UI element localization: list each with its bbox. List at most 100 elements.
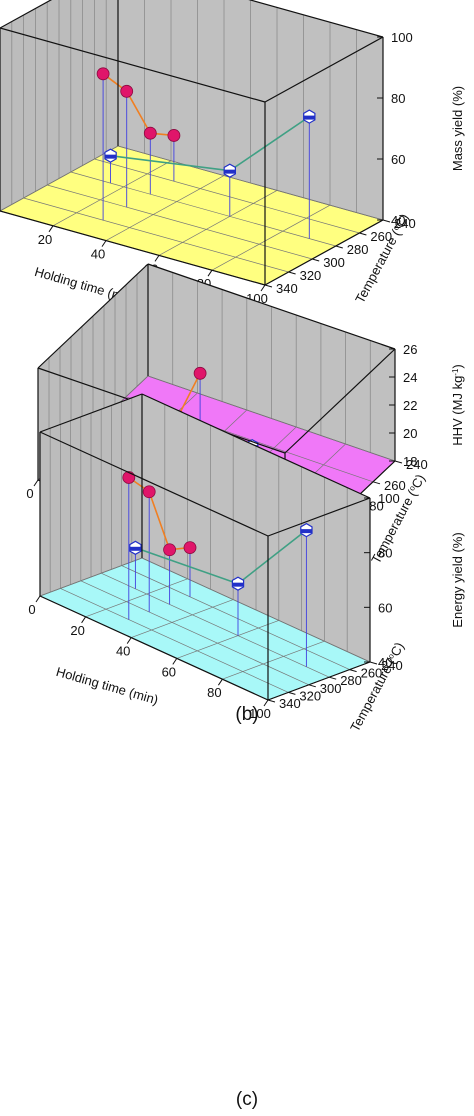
data-point-hexagon-band bbox=[129, 546, 142, 551]
z-axis-label: Mass yield (%) bbox=[450, 86, 465, 171]
x-tick-mark bbox=[101, 240, 107, 247]
x-tick-mark bbox=[207, 269, 213, 277]
y-axis-label-unit: C) bbox=[408, 472, 428, 491]
floor-gridline-x bbox=[131, 599, 234, 638]
panel-label: (c) bbox=[236, 1089, 258, 1110]
frame-edge bbox=[0, 0, 53, 29]
z-axis-label: Energy yield (%) bbox=[450, 532, 465, 627]
y-tick-label: 340 bbox=[276, 281, 298, 296]
z-axis-label-text: HHV (MJ kg bbox=[450, 376, 465, 446]
z-tick-label: 100 bbox=[391, 30, 413, 45]
x-tick-mark bbox=[154, 255, 160, 262]
panel-label: (b) bbox=[235, 704, 258, 725]
x-axis-label: Holding time (min) bbox=[54, 664, 160, 707]
x-tick-mark bbox=[81, 616, 87, 624]
y-tick-mark bbox=[382, 219, 391, 223]
floor-gridline-y bbox=[80, 580, 309, 686]
data-point-circle bbox=[163, 543, 177, 557]
data-point-hexagon-band bbox=[300, 529, 313, 534]
y-axis-label-unit: C) bbox=[392, 211, 412, 230]
frame-edge bbox=[284, 348, 396, 454]
floor-gridline-y bbox=[141, 557, 371, 663]
x-tick-mark bbox=[33, 479, 39, 487]
y-tick-label: 320 bbox=[300, 268, 322, 283]
floor-gridline-x bbox=[158, 190, 278, 256]
frame-edge bbox=[264, 219, 384, 286]
z-tick-label: 100 bbox=[378, 491, 400, 506]
y-tick-label: 260 bbox=[370, 229, 392, 244]
floor-gridline-x bbox=[176, 620, 279, 659]
frame-edge bbox=[267, 661, 371, 701]
x-tick-mark bbox=[260, 284, 266, 292]
frame-edge bbox=[147, 263, 396, 350]
y-axis-label-superscript: o bbox=[386, 651, 396, 660]
frame-edge bbox=[248, 0, 384, 38]
y-tick-mark bbox=[329, 676, 337, 680]
floor-gridline-x bbox=[105, 175, 225, 241]
floor-gridline-y bbox=[101, 572, 330, 678]
x-tick-label: 60 bbox=[162, 664, 176, 679]
z-axis-label-superscript: -1 bbox=[451, 368, 460, 376]
y-tick-label: 300 bbox=[320, 681, 342, 696]
chart-panel-3: 020406080100240260280300320340406080100H… bbox=[28, 393, 465, 1110]
y-tick-mark bbox=[372, 481, 381, 485]
z-tick-label: 80 bbox=[391, 91, 405, 106]
data-point-circle bbox=[183, 541, 197, 554]
floor-gridline-x bbox=[85, 578, 188, 618]
z-tick-label: 60 bbox=[391, 152, 405, 167]
frame-edge bbox=[0, 210, 266, 286]
z-axis-label: HHV (MJ kg-1) bbox=[450, 364, 465, 446]
y-tick-label: 280 bbox=[347, 242, 369, 257]
y-tick-mark bbox=[288, 271, 296, 275]
x-tick-mark bbox=[217, 678, 223, 686]
data-point-circle bbox=[193, 366, 207, 380]
x-tick-label: 40 bbox=[116, 644, 130, 659]
y-tick-label: 240 bbox=[406, 457, 428, 472]
data-point-circle bbox=[122, 471, 136, 484]
y-tick-label: 260 bbox=[384, 478, 406, 493]
floor-gridline-x bbox=[0, 145, 119, 212]
z-tick-label: 40 bbox=[391, 213, 405, 228]
data-point-circle bbox=[142, 485, 156, 499]
floor-gridline-x bbox=[222, 640, 325, 680]
z-tick-label: 22 bbox=[403, 398, 417, 413]
y-tick-label: 240 bbox=[394, 216, 416, 231]
y-tick-label: 320 bbox=[299, 688, 321, 703]
floor-gridline-y bbox=[147, 375, 396, 462]
frame-edge bbox=[267, 497, 371, 537]
x-tick-mark bbox=[263, 699, 269, 707]
x-tick-label: 0 bbox=[28, 602, 35, 617]
z-tick-label: 26 bbox=[403, 342, 417, 357]
floor-gridline-y bbox=[60, 588, 289, 693]
floor-gridline-x bbox=[39, 557, 143, 597]
floor-gridline-y bbox=[94, 158, 360, 234]
x-tick-mark bbox=[126, 637, 132, 644]
y-tick-mark bbox=[359, 232, 367, 236]
z-tick-label: 80 bbox=[378, 546, 392, 561]
y-tick-label: 300 bbox=[323, 255, 345, 270]
floor-gridline-y bbox=[121, 565, 350, 670]
z-tick-label: 24 bbox=[403, 370, 417, 385]
x-tick-label: 0 bbox=[26, 486, 33, 501]
data-point-hexagon-band bbox=[232, 582, 244, 587]
data-point-circle bbox=[96, 67, 110, 81]
floor-gridline-x bbox=[211, 204, 331, 271]
frame-edge bbox=[39, 595, 269, 701]
y-tick-label: 260 bbox=[361, 666, 383, 681]
y-axis-label-superscript: o bbox=[391, 223, 401, 232]
y-tick-mark bbox=[308, 684, 316, 688]
frame-edge bbox=[39, 431, 269, 537]
y-axis-label-unit: C) bbox=[387, 640, 407, 659]
frame-edge bbox=[37, 263, 149, 369]
data-point-hexagon-band bbox=[223, 169, 236, 174]
y-tick-mark bbox=[369, 661, 378, 665]
floor-gridline-y bbox=[47, 184, 313, 260]
y-tick-label: 280 bbox=[340, 673, 362, 688]
frame-edge bbox=[141, 393, 371, 499]
y-axis-label-superscript: o bbox=[407, 483, 417, 492]
frame-edge bbox=[264, 36, 384, 103]
data-point-circle bbox=[120, 84, 134, 98]
z-tick-label: 20 bbox=[403, 426, 417, 441]
series-line-1 bbox=[102, 73, 174, 137]
